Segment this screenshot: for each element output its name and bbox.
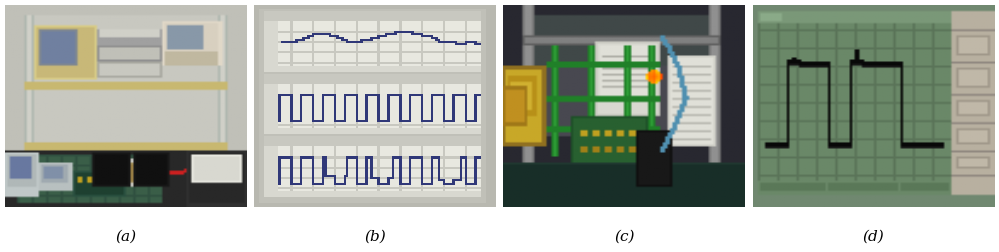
- Text: (c): (c): [613, 230, 634, 244]
- Text: (b): (b): [364, 230, 386, 244]
- Text: (d): (d): [862, 230, 884, 244]
- Text: (a): (a): [115, 230, 136, 244]
